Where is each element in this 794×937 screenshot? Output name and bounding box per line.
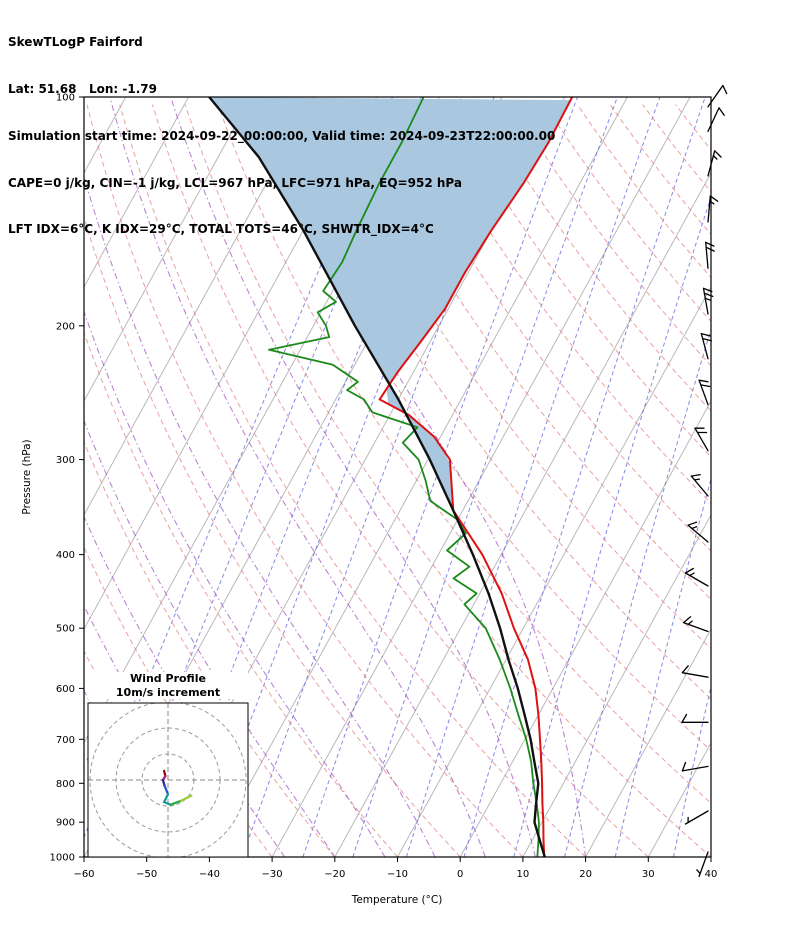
chart-title: SkewTLogP Fairford: [8, 35, 143, 50]
wind-barbs: [681, 84, 728, 878]
cin-shaded-region: [209, 97, 571, 511]
svg-text:300: 300: [56, 455, 75, 466]
temperature-curve: [378, 97, 574, 857]
svg-text:800: 800: [56, 779, 75, 790]
dewpoint-curve: [268, 97, 540, 857]
parcel-curve: [208, 97, 546, 857]
hodograph-title-line2: 10m/s increment: [115, 685, 221, 699]
svg-text:40: 40: [705, 869, 718, 880]
svg-text:100: 100: [56, 93, 75, 104]
y-axis-label: Pressure (hPa): [21, 439, 33, 514]
svg-text:30: 30: [642, 869, 655, 880]
svg-text:900: 900: [56, 818, 75, 829]
svg-text:20: 20: [579, 869, 592, 880]
svg-text:−50: −50: [136, 869, 157, 880]
x-axis-label: Temperature (°C): [351, 894, 443, 906]
svg-text:−10: −10: [387, 869, 408, 880]
svg-text:10: 10: [517, 869, 530, 880]
hodograph-title: Wind Profile 10m/s increment: [88, 672, 248, 699]
chart-header: SkewTLogP Fairford Lat: 51.68 Lon: -1.79…: [8, 4, 555, 269]
stability-indices-line: LFT IDX=6°C, K IDX=29°C, TOTAL TOTS=46°C…: [8, 222, 434, 237]
hodograph-trace-segment: [169, 799, 183, 806]
svg-text:1000: 1000: [50, 853, 75, 864]
svg-text:400: 400: [56, 550, 75, 561]
latlon-line: Lat: 51.68 Lon: -1.79: [8, 81, 157, 96]
time-line: Simulation start time: 2024-09-22_00:00:…: [8, 128, 556, 143]
hodograph-ring: [89, 703, 247, 857]
svg-text:200: 200: [56, 321, 75, 332]
svg-text:0: 0: [457, 869, 463, 880]
svg-text:−30: −30: [262, 869, 283, 880]
svg-text:600: 600: [56, 684, 75, 695]
svg-text:−60: −60: [73, 869, 94, 880]
svg-text:−40: −40: [199, 869, 220, 880]
hodograph-inset: [87, 702, 249, 858]
hodograph-trace-segment: [179, 794, 193, 802]
hodograph-trace-segment: [161, 778, 166, 788]
hodograph-trace-segment: [163, 785, 170, 796]
hodograph-trace-segment: [162, 793, 172, 806]
svg-text:700: 700: [56, 735, 75, 746]
cape-indices-line: CAPE=0 j/kg, CIN=-1 j/kg, LCL=967 hPa, L…: [8, 175, 462, 190]
svg-text:500: 500: [56, 624, 75, 635]
svg-text:−20: −20: [324, 869, 345, 880]
hodograph-title-line1: Wind Profile: [130, 672, 206, 685]
